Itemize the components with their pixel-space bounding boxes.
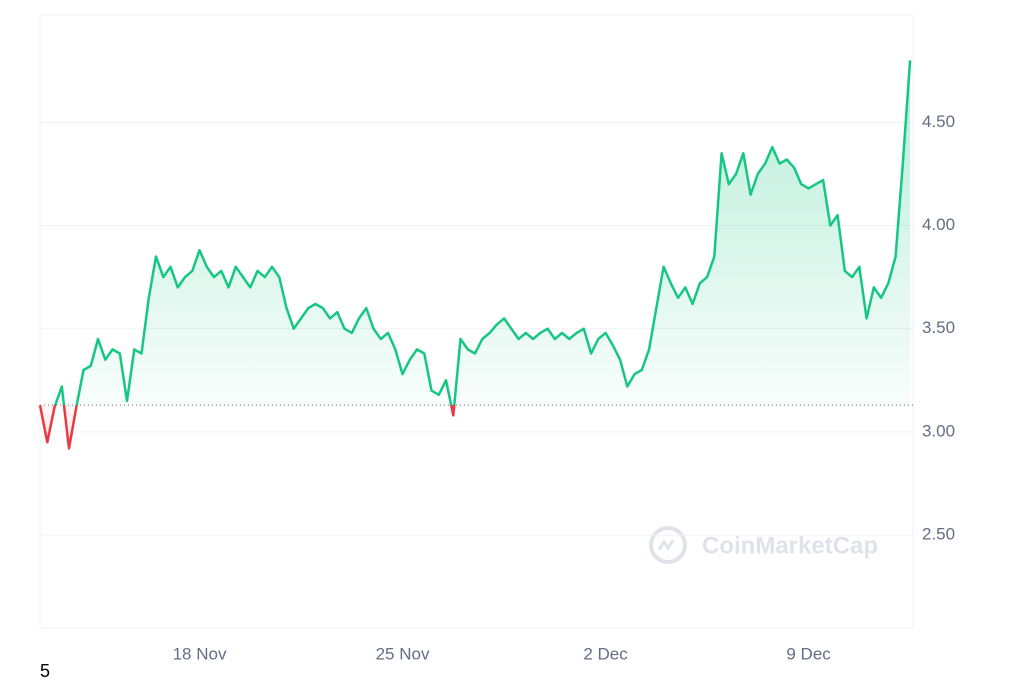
price-line [38,60,912,450]
plot-frame [39,14,914,629]
y-tick-label: 4.00 [922,215,955,234]
x-tick-label: 2 Dec [583,644,628,663]
y-tick-label: 2.50 [922,525,955,544]
y-tick-label: 4.50 [922,112,955,131]
watermark: CoinMarketCap [649,526,878,564]
y-tick-label: 3.00 [922,421,955,440]
footnote: 5 [40,661,50,681]
x-tick-label: 18 Nov [173,644,227,663]
y-tick-label: 3.50 [922,318,955,337]
watermark-text: CoinMarketCap [702,532,878,559]
x-tick-label: 25 Nov [376,644,430,663]
price-area [40,60,911,449]
x-tick-label: 9 Dec [786,644,831,663]
